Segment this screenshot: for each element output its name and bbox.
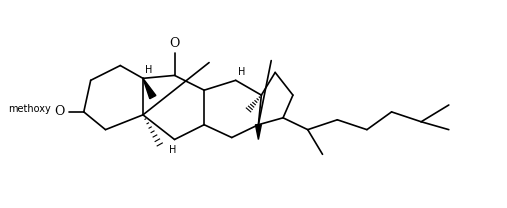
Text: H: H — [145, 65, 152, 75]
Text: H: H — [169, 145, 176, 155]
Text: methoxy: methoxy — [9, 104, 51, 114]
Text: O: O — [55, 105, 65, 118]
Text: H: H — [238, 67, 245, 77]
Polygon shape — [143, 78, 156, 99]
Polygon shape — [256, 125, 261, 140]
Text: O: O — [169, 37, 179, 50]
